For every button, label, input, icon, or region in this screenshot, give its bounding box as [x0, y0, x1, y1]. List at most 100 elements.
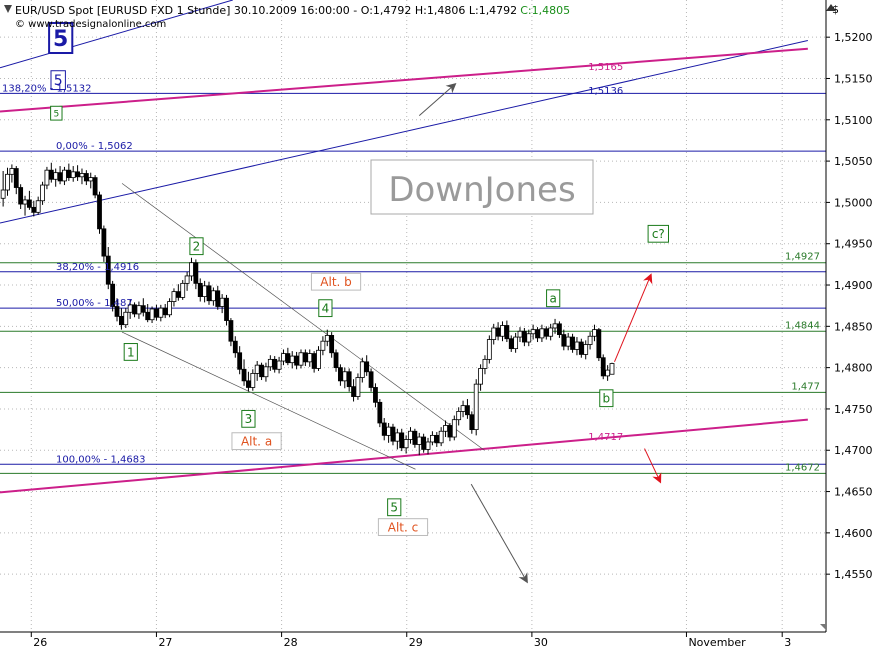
wave-label-box	[50, 105, 63, 121]
candle	[83, 170, 89, 186]
wave-label-text: Alt. b	[320, 275, 352, 289]
candle-body	[237, 352, 243, 370]
candle-body	[158, 307, 164, 318]
candle	[513, 332, 519, 353]
trendlines-layer	[0, 0, 808, 494]
candle-body	[294, 355, 300, 366]
candle	[329, 332, 335, 358]
wave-label-box	[377, 518, 429, 536]
candle-body	[443, 425, 448, 432]
wave-label-text: 5	[54, 73, 63, 89]
y-tick-label: 1,4650	[834, 486, 873, 499]
candle-body	[154, 308, 159, 318]
fib-level-label: 50,00% - 1,487	[56, 298, 133, 309]
price-level-label: 1,4844	[785, 320, 820, 331]
candle-body	[105, 255, 111, 285]
candle-body	[447, 425, 453, 438]
wave-label-text: 5	[53, 109, 59, 119]
candle-body	[504, 325, 510, 340]
candle	[97, 191, 102, 234]
candle-body	[390, 426, 396, 442]
candle	[456, 407, 462, 426]
candle-body	[57, 172, 63, 182]
candle	[180, 280, 186, 300]
candle-body	[171, 291, 177, 302]
candles-layer	[0, 162, 615, 456]
x-tick-label: 3	[784, 636, 791, 649]
candle-body	[62, 169, 67, 182]
candle-body	[40, 184, 45, 202]
candle-body	[307, 353, 313, 363]
wave-label-box	[310, 272, 362, 291]
candle-body	[460, 405, 466, 412]
candle-body	[27, 199, 32, 208]
line-value-label: 1,5165	[588, 62, 623, 73]
y-tick-label: 1,4750	[834, 403, 873, 416]
candle	[373, 383, 378, 408]
fib-level-label: 138,20% - 1,5132	[2, 83, 91, 94]
candle-body	[31, 206, 37, 213]
candle	[403, 435, 409, 454]
wave-label-box	[231, 432, 282, 451]
y-tick-label: 1,5000	[834, 196, 873, 209]
candle-body	[246, 380, 251, 388]
candle	[276, 356, 282, 374]
y-tick-label: 1,5200	[834, 31, 873, 44]
candle-body	[605, 369, 611, 377]
candle-body	[508, 338, 514, 350]
candle	[263, 362, 269, 382]
header-ohl: EUR/USD Spot [EURUSD FXD 1 Stunde] 30.10…	[15, 4, 517, 17]
candle-body	[473, 383, 479, 430]
candle-body	[351, 386, 356, 397]
candle-body	[285, 353, 291, 364]
arrow	[614, 273, 653, 363]
wave-label-text: 2	[193, 240, 201, 254]
candle	[333, 349, 339, 372]
candle-body	[381, 422, 387, 436]
candle-body	[149, 308, 155, 321]
wave-label: 1	[123, 343, 138, 361]
candle	[438, 427, 444, 447]
candle-body	[259, 364, 264, 378]
candle-body	[0, 189, 6, 199]
candle-body	[557, 323, 562, 335]
candle-body	[434, 434, 440, 444]
candle-body	[517, 330, 523, 338]
candle	[557, 321, 562, 338]
candle-body	[600, 357, 606, 377]
triangle-up-icon[interactable]	[826, 4, 836, 11]
candle-body	[13, 168, 19, 188]
candle-body	[500, 325, 505, 337]
candle-body	[574, 341, 580, 350]
wave-label-text: b	[603, 392, 611, 406]
candle	[13, 166, 19, 195]
resize-corner-icon[interactable]	[820, 624, 826, 630]
wave-label: 5	[48, 22, 74, 55]
candle	[110, 280, 116, 312]
candle-body	[469, 414, 475, 430]
candle-body	[412, 430, 418, 445]
candle-body	[83, 173, 89, 182]
candle-body	[561, 334, 567, 347]
fib-level-label: 0,00% - 1,5062	[56, 141, 133, 152]
candle	[167, 298, 172, 318]
candle-body	[180, 282, 186, 298]
chevron-down-icon[interactable]	[4, 5, 12, 13]
candle	[465, 399, 470, 419]
candle-body	[140, 305, 146, 313]
trendline	[121, 183, 485, 451]
scroll-down-arrow[interactable]	[820, 624, 826, 630]
candle-body	[9, 168, 15, 175]
wave-labels-layer: 5 5 5 2 1 3 4 5 a b c? Alt. b Alt. a Alt. c	[48, 22, 669, 536]
candle-body	[136, 305, 142, 315]
candle-body	[250, 373, 256, 388]
scroll-up-arrow[interactable]	[826, 4, 836, 11]
candle-body	[101, 228, 107, 257]
wave-label-text: a	[549, 292, 556, 306]
currency-symbol: $	[832, 3, 839, 16]
candle-body	[526, 333, 532, 343]
trendline	[121, 331, 416, 470]
arrow	[418, 82, 457, 117]
